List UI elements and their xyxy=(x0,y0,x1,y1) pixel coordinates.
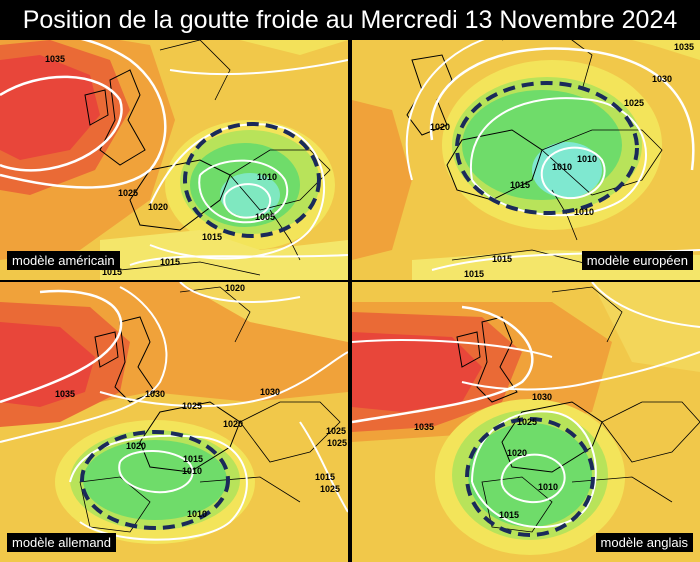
isobar-label: 1025 xyxy=(517,417,537,427)
isobar-label: 1025 xyxy=(624,98,644,108)
isobar-label: 1030 xyxy=(260,387,280,397)
isobar-label: 1035 xyxy=(674,42,694,52)
isobar-label: 1015 xyxy=(499,510,519,520)
isobar-label: 1015 xyxy=(492,254,512,264)
english-model-map: 1035 1030 1025 1020 1010 1015 xyxy=(352,282,700,562)
isobar-label: 1015 xyxy=(102,267,122,277)
map-title: Position de la goutte froide au Mercredi… xyxy=(0,0,700,40)
isobar-label: 1010 xyxy=(552,162,572,172)
isobar-label: 1035 xyxy=(55,389,75,399)
isobar-label: 1010 xyxy=(257,172,277,182)
isobar-label: 1035 xyxy=(414,422,434,432)
isobar-label: 1030 xyxy=(652,74,672,84)
isobar-label: 1010 xyxy=(538,482,558,492)
isobar-label: 1020 xyxy=(225,283,245,293)
model-label-european: modèle européen xyxy=(581,251,693,270)
isobar-label: 1015 xyxy=(202,232,222,242)
american-model-map: 1035 1025 1020 1010 1005 1015 1015 1015 xyxy=(0,0,348,280)
panel-american-model: 1035 1025 1020 1010 1005 1015 1015 1015 … xyxy=(0,0,348,280)
isobar-label: 1020 xyxy=(148,202,168,212)
model-label-german: modèle allemand xyxy=(7,533,117,552)
isobar-label: 1025 xyxy=(327,438,347,448)
isobar-label: 1030 xyxy=(532,392,552,402)
isobar-label: 1025 xyxy=(320,484,340,494)
isobar-label: 1020 xyxy=(223,419,243,429)
isobar-label: 1015 xyxy=(315,472,335,482)
isobar-label: 1010 xyxy=(187,509,207,519)
european-model-map: 1035 1030 1025 1020 1010 1010 1015 1010 … xyxy=(352,0,700,280)
isobar-label: 1015 xyxy=(464,269,484,279)
isobar-label: 1025 xyxy=(182,401,202,411)
panel-german-model: 1020 1035 1030 1025 1030 1020 1020 1015 … xyxy=(0,282,348,562)
isobar-label: 1025 xyxy=(118,188,138,198)
isobar-label: 1005 xyxy=(255,212,275,222)
isobar-label: 1015 xyxy=(160,257,180,267)
panel-european-model: 1035 1030 1025 1020 1010 1010 1015 1010 … xyxy=(352,0,700,280)
isobar-label: 1010 xyxy=(182,466,202,476)
isobar-label: 1010 xyxy=(577,154,597,164)
isobar-label: 1015 xyxy=(510,180,530,190)
isobar-label: 1020 xyxy=(507,448,527,458)
isobar-label: 1030 xyxy=(145,389,165,399)
panel-english-model: 1035 1030 1025 1020 1010 1015 modèle ang… xyxy=(352,282,700,562)
isobar-label: 1015 xyxy=(183,454,203,464)
isobar-label: 1020 xyxy=(430,122,450,132)
german-model-map: 1020 1035 1030 1025 1030 1020 1020 1015 … xyxy=(0,282,348,562)
model-label-english: modèle anglais xyxy=(595,533,693,552)
isobar-label: 1025 xyxy=(326,426,346,436)
isobar-label: 1035 xyxy=(45,54,65,64)
model-label-american: modèle américain xyxy=(7,251,120,270)
isobar-label: 1010 xyxy=(574,207,594,217)
isobar-label: 1020 xyxy=(126,441,146,451)
